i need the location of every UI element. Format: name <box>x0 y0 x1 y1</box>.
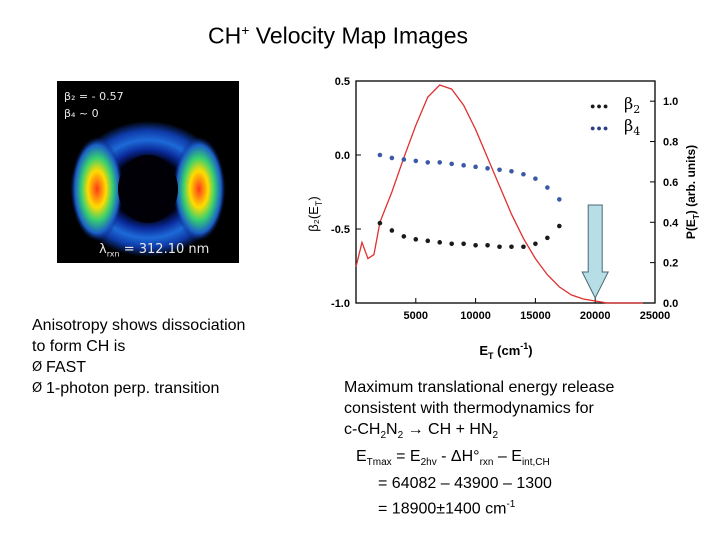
anisotropy-line-2: to form CH is <box>32 338 126 355</box>
bullet-one-photon: Ø 1-photon perp. transition <box>32 380 220 397</box>
etmax-values: = 64082 – 43900 – 1300 <box>378 475 552 493</box>
series-point-beta2 <box>389 228 395 233</box>
etmax-result: = 18900±1400 cm-1 <box>378 499 516 518</box>
series-point-beta4 <box>389 155 395 161</box>
y-left-axis-label: β₂(ET) <box>306 196 324 231</box>
x-axis-label-part: (cm <box>494 343 521 358</box>
y-left-tick-label: 0.5 <box>335 76 350 88</box>
bullet-fast: Ø FAST <box>32 359 87 376</box>
series-point-beta4 <box>473 164 478 170</box>
y-right-tick-label: 1.0 <box>663 96 678 108</box>
y-right-tick-label: 0.0 <box>663 298 678 310</box>
y-left-tick-label: 0.0 <box>335 150 350 162</box>
velocity-map-ring <box>70 121 226 257</box>
anisotropy-line-1: Anisotropy shows dissociation <box>32 317 246 334</box>
series-point-beta2 <box>545 235 550 241</box>
y-right-axis-label: P(ET) (arb. units) <box>684 145 700 239</box>
y-right-tick-label: 0.8 <box>663 137 678 149</box>
series-point-beta4 <box>425 160 431 165</box>
series-point-beta4 <box>437 160 443 165</box>
etmax-equation: ETmax = E2hv - ΔH°rxn – Eint,CH <box>356 448 550 469</box>
bullet-arrow-icon: Ø <box>32 381 43 396</box>
x-tick-label: 10000 <box>460 310 491 322</box>
series-point-beta4 <box>485 166 490 171</box>
anisotropy-text: Anisotropy shows dissociation to form CH… <box>32 315 245 399</box>
y-left-tick-label: -0.5 <box>331 224 350 236</box>
series-point-beta2 <box>425 238 431 244</box>
velocity-map-image: β₂ = - 0.57 β₄ ~ 0 λrxn = 312.10 nm <box>57 81 239 263</box>
legend-marker: ●●● <box>590 101 609 111</box>
series-point-beta2 <box>461 241 466 247</box>
wavelength-label: λrxn = 312.10 nm <box>99 242 210 259</box>
legend-subscript: 2 <box>633 103 640 116</box>
series-line-p-et <box>355 84 644 304</box>
series-point-beta2 <box>557 223 562 229</box>
series-point-beta4 <box>521 171 526 177</box>
y-right-tick-label: 0.4 <box>663 217 679 229</box>
y-left-axis-label-part: ) <box>306 196 321 200</box>
beta4-value-label: β₄ ~ 0 <box>64 107 99 120</box>
series-point-beta2 <box>437 240 443 245</box>
plot-frame <box>355 80 656 304</box>
series-point-beta4 <box>545 185 550 190</box>
series-point-beta2 <box>449 241 454 247</box>
series-point-beta4 <box>557 197 562 202</box>
beta2-value-label: β₂ = - 0.57 <box>64 90 124 103</box>
series-point-beta2 <box>401 234 407 239</box>
x-axis-label: ET (cm-1) <box>479 341 532 361</box>
series-point-beta2 <box>473 242 478 248</box>
y-right-tick-label: 0.6 <box>663 177 678 189</box>
slide-title: CH+ Velocity Map Images <box>207 22 469 49</box>
series-point-beta4 <box>401 157 407 162</box>
y-right-tick-label: 0.2 <box>663 258 678 270</box>
legend-label: β2 <box>624 94 640 116</box>
series-point-beta2 <box>413 237 419 242</box>
x-axis-label-part: T <box>488 351 494 361</box>
legend-marker: ●●● <box>590 123 609 133</box>
thermodynamics-text: Maximum translational energy release con… <box>344 377 614 520</box>
y-left-axis-label-part: T <box>314 200 324 206</box>
series-point-beta2 <box>377 220 383 226</box>
series-point-beta4 <box>413 158 419 164</box>
x-tick-label: 25000 <box>640 310 671 322</box>
series-point-beta4 <box>497 167 502 173</box>
energy-distribution-chart: 5000 10000 15000 20000 25000 0.5 0.0 -0.5 -1.0 1.… <box>306 76 700 361</box>
series-point-beta4 <box>449 161 454 167</box>
series-point-beta4 <box>461 163 466 168</box>
y-left-tick-label: -1.0 <box>331 298 350 310</box>
series-point-beta2 <box>521 244 526 250</box>
x-tick-label: 20000 <box>580 310 611 322</box>
x-tick-label: 5000 <box>404 310 428 322</box>
series-point-beta2 <box>533 241 538 247</box>
thermo-line-1: Maximum translational energy release <box>344 379 615 396</box>
bullet-arrow-icon: Ø <box>32 360 43 375</box>
y-right-axis-label-part: T <box>692 214 700 219</box>
series-point-beta4 <box>533 176 538 181</box>
y-right-axis-label-part: ) (arb. units) <box>684 145 698 214</box>
x-axis-label-part: ) <box>528 343 532 358</box>
series-point-beta2 <box>485 242 490 248</box>
series-point-beta2 <box>509 244 514 250</box>
down-arrow-annotation <box>581 204 610 300</box>
thermo-line-2: consistent with thermodynamics for <box>344 400 594 417</box>
series-point-beta2 <box>497 244 502 250</box>
x-axis-label-part: -1 <box>520 341 528 351</box>
legend-label: β4 <box>624 116 640 138</box>
x-tick-label: 15000 <box>520 310 551 322</box>
series-point-beta4 <box>509 168 514 174</box>
reaction-equation: c-CH2N2 → CH + HN2 <box>344 421 499 442</box>
legend-subscript: 4 <box>633 125 640 138</box>
series-point-beta4 <box>377 152 383 158</box>
